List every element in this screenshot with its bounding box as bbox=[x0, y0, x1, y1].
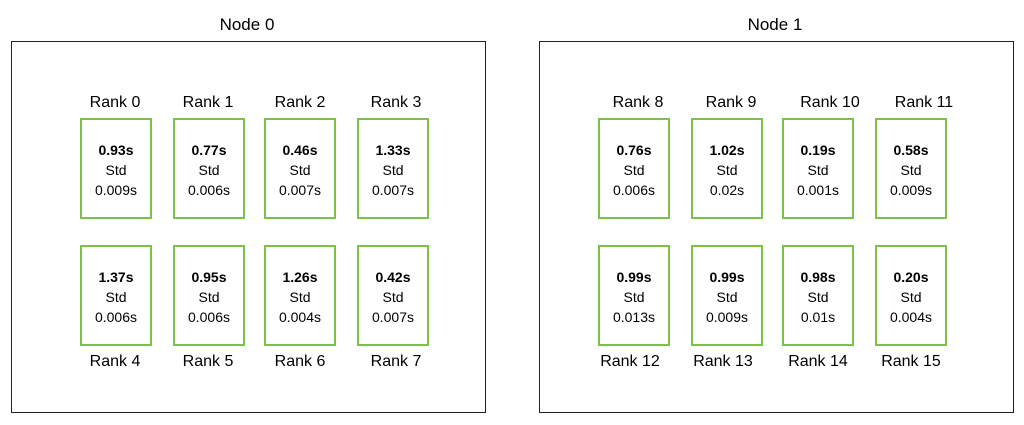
std-value: 0.009s bbox=[705, 309, 749, 325]
mean-time: 1.02s bbox=[709, 142, 745, 158]
std-value: 0.006s bbox=[187, 182, 231, 198]
rank-label: Rank 9 bbox=[705, 94, 757, 111]
mean-time: 0.95s bbox=[191, 269, 227, 285]
rank-label: Rank 10 bbox=[800, 94, 860, 111]
std-value: 0.006s bbox=[187, 309, 231, 325]
std-value: 0.006s bbox=[612, 182, 656, 198]
rank-card: 0.77s Std 0.006s bbox=[173, 118, 245, 219]
mean-time: 0.77s bbox=[191, 142, 227, 158]
std-value: 0.007s bbox=[371, 309, 415, 325]
std-label: Std bbox=[105, 289, 127, 305]
rank-card: 1.26s Std 0.004s bbox=[264, 245, 336, 346]
rank-label: Rank 15 bbox=[881, 353, 941, 370]
std-label: Std bbox=[382, 289, 404, 305]
node-box bbox=[11, 41, 486, 413]
rank-label: Rank 2 bbox=[274, 94, 326, 111]
std-label: Std bbox=[716, 289, 738, 305]
std-value: 0.009s bbox=[889, 182, 933, 198]
mean-time: 0.58s bbox=[893, 142, 929, 158]
mean-time: 0.93s bbox=[98, 142, 134, 158]
rank-label: Rank 8 bbox=[612, 94, 664, 111]
rank-card: 0.99s Std 0.013s bbox=[598, 245, 670, 346]
rank-label: Rank 3 bbox=[370, 94, 422, 111]
rank-card: 0.42s Std 0.007s bbox=[357, 245, 429, 346]
rank-label: Rank 11 bbox=[894, 94, 954, 111]
rank-card: 0.19s Std 0.001s bbox=[782, 118, 854, 219]
std-value: 0.013s bbox=[612, 309, 656, 325]
std-label: Std bbox=[807, 162, 829, 178]
rank-label: Rank 5 bbox=[182, 353, 234, 370]
rank-label: Rank 13 bbox=[693, 353, 753, 370]
std-value: 0.004s bbox=[889, 309, 933, 325]
std-value: 0.02s bbox=[709, 182, 745, 198]
mean-time: 0.99s bbox=[616, 269, 652, 285]
rank-label: Rank 4 bbox=[89, 353, 141, 370]
mean-time: 0.76s bbox=[616, 142, 652, 158]
std-label: Std bbox=[623, 289, 645, 305]
rank-label: Rank 12 bbox=[600, 353, 660, 370]
std-label: Std bbox=[198, 289, 220, 305]
std-label: Std bbox=[289, 289, 311, 305]
rank-card: 1.02s Std 0.02s bbox=[691, 118, 763, 219]
std-value: 0.009s bbox=[94, 182, 138, 198]
mean-time: 1.37s bbox=[98, 269, 134, 285]
mean-time: 1.33s bbox=[375, 142, 411, 158]
mean-time: 0.98s bbox=[800, 269, 836, 285]
mean-time: 0.19s bbox=[800, 142, 836, 158]
std-value: 0.004s bbox=[278, 309, 322, 325]
rank-card: 0.76s Std 0.006s bbox=[598, 118, 670, 219]
std-label: Std bbox=[900, 162, 922, 178]
rank-card: 0.99s Std 0.009s bbox=[691, 245, 763, 346]
rank-card: 0.46s Std 0.007s bbox=[264, 118, 336, 219]
rank-card: 1.37s Std 0.006s bbox=[80, 245, 152, 346]
mean-time: 0.99s bbox=[709, 269, 745, 285]
node-box bbox=[539, 41, 1014, 413]
rank-card: 0.93s Std 0.009s bbox=[80, 118, 152, 219]
std-label: Std bbox=[623, 162, 645, 178]
rank-card: 1.33s Std 0.007s bbox=[357, 118, 429, 219]
std-label: Std bbox=[716, 162, 738, 178]
rank-label: Rank 6 bbox=[274, 353, 326, 370]
rank-label: Rank 14 bbox=[788, 353, 848, 370]
std-value: 0.01s bbox=[800, 309, 836, 325]
std-value: 0.006s bbox=[94, 309, 138, 325]
rank-label: Rank 1 bbox=[182, 94, 234, 111]
rank-card: 0.20s Std 0.004s bbox=[875, 245, 947, 346]
std-value: 0.007s bbox=[278, 182, 322, 198]
mean-time: 0.46s bbox=[282, 142, 318, 158]
std-value: 0.007s bbox=[371, 182, 415, 198]
std-label: Std bbox=[105, 162, 127, 178]
std-label: Std bbox=[382, 162, 404, 178]
mean-time: 0.20s bbox=[893, 269, 929, 285]
std-label: Std bbox=[198, 162, 220, 178]
node-title: Node 0 bbox=[219, 15, 275, 34]
rank-label: Rank 0 bbox=[89, 94, 141, 111]
std-label: Std bbox=[900, 289, 922, 305]
std-value: 0.001s bbox=[796, 182, 840, 198]
rank-card: 0.95s Std 0.006s bbox=[173, 245, 245, 346]
node-title: Node 1 bbox=[747, 15, 803, 34]
std-label: Std bbox=[289, 162, 311, 178]
rank-card: 0.58s Std 0.009s bbox=[875, 118, 947, 219]
rank-label: Rank 7 bbox=[370, 353, 422, 370]
rank-card: 0.98s Std 0.01s bbox=[782, 245, 854, 346]
std-label: Std bbox=[807, 289, 829, 305]
mean-time: 0.42s bbox=[375, 269, 411, 285]
mean-time: 1.26s bbox=[282, 269, 318, 285]
